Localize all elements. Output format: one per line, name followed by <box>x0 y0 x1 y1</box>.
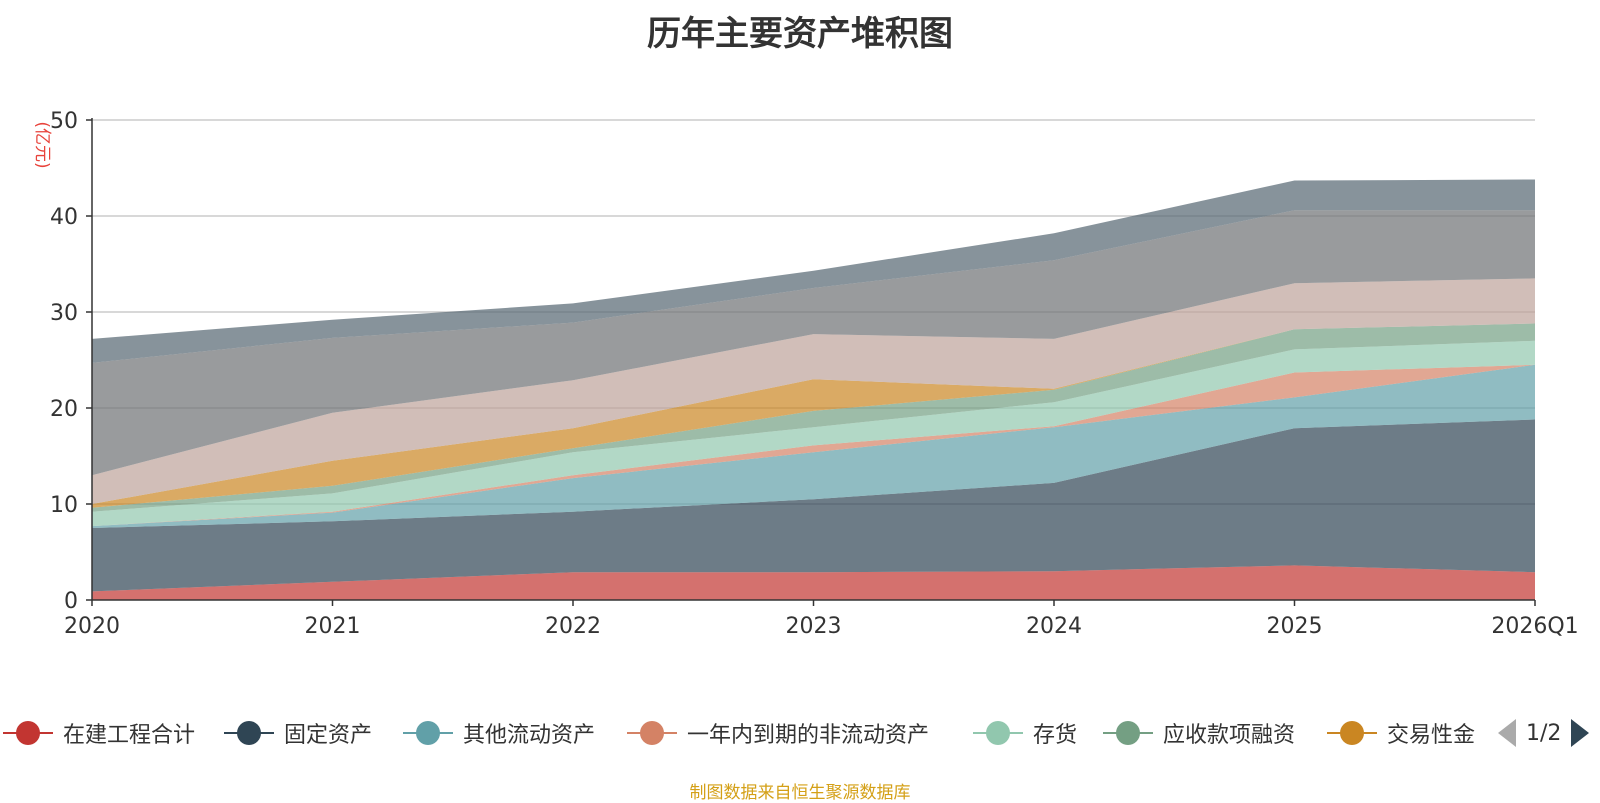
x-tick-label: 2022 <box>545 614 601 639</box>
area-series-9 <box>92 179 1535 363</box>
x-tick-label: 2023 <box>786 614 842 639</box>
legend-item-6[interactable]: 交易性金 <box>1327 713 1475 753</box>
legend-swatch-icon <box>403 713 453 753</box>
legend-swatch-icon <box>1103 713 1153 753</box>
legend-label: 在建工程合计 <box>63 723 196 748</box>
y-tick-label: 0 <box>64 589 78 614</box>
legend-label: 一年内到期的非流动资产 <box>687 723 930 748</box>
y-tick-label: 10 <box>50 493 78 518</box>
area-series-3 <box>92 364 1535 527</box>
axes: 0 10 20 30 40 50 2020 2021 2022 2023 2024 2025 2026Q… <box>32 109 1579 639</box>
area-series-6 <box>92 323 1535 508</box>
x-tick-label: 2026Q1 <box>1491 614 1578 639</box>
legend-item-0[interactable]: 在建工程合计 <box>3 713 195 753</box>
legend-item-4[interactable]: 存货 <box>973 713 1077 753</box>
legend-item-3[interactable]: 一年内到期的非流动资产 <box>627 713 929 753</box>
legend-label: 固定资产 <box>284 723 373 748</box>
legend-page-indicator: 1/2 <box>1526 720 1562 746</box>
area-series <box>92 179 1535 600</box>
y-tick-label: 20 <box>50 397 78 422</box>
area-series-8 <box>92 210 1535 476</box>
y-tick-label: 30 <box>50 301 78 326</box>
legend-swatch-icon <box>3 713 53 753</box>
y-tick-label: 50 <box>50 109 78 134</box>
legend-label: 其他流动资产 <box>463 723 596 748</box>
area-series-0 <box>92 565 1535 600</box>
legend-prev-page-icon[interactable] <box>1498 719 1516 747</box>
legend-item-5[interactable]: 应收款项融资 <box>1103 713 1295 753</box>
x-tick-label: 2024 <box>1026 614 1082 639</box>
legend-label: 应收款项融资 <box>1163 723 1296 748</box>
legend-next-page-icon[interactable] <box>1571 719 1590 747</box>
x-tick-label: 2025 <box>1267 614 1323 639</box>
y-axis-unit-label: (亿元) <box>32 121 52 168</box>
legend-swatch-icon <box>627 713 677 753</box>
legend-label: 交易性金 <box>1387 723 1476 748</box>
legend-item-2[interactable]: 其他流动资产 <box>403 713 595 753</box>
legend-swatch-icon <box>1327 713 1377 753</box>
legend-pager: 1/2 <box>1498 713 1590 753</box>
area-series-2 <box>92 364 1535 528</box>
x-tick-label: 2021 <box>305 614 361 639</box>
legend-swatch-icon <box>224 713 274 753</box>
x-tick-label: 2020 <box>64 614 120 639</box>
legend-item-1[interactable]: 固定资产 <box>224 713 372 753</box>
area-series-5 <box>92 323 1535 512</box>
data-source-footer: 制图数据来自恒生聚源数据库 <box>689 783 911 803</box>
chart-title: 历年主要资产堆积图 <box>647 14 953 54</box>
area-series-7 <box>92 278 1535 504</box>
area-series-1 <box>92 419 1535 592</box>
legend-swatch-icon <box>973 713 1023 753</box>
legend-label: 存货 <box>1033 723 1078 748</box>
area-series-4 <box>92 340 1535 527</box>
y-tick-label: 40 <box>50 205 78 230</box>
